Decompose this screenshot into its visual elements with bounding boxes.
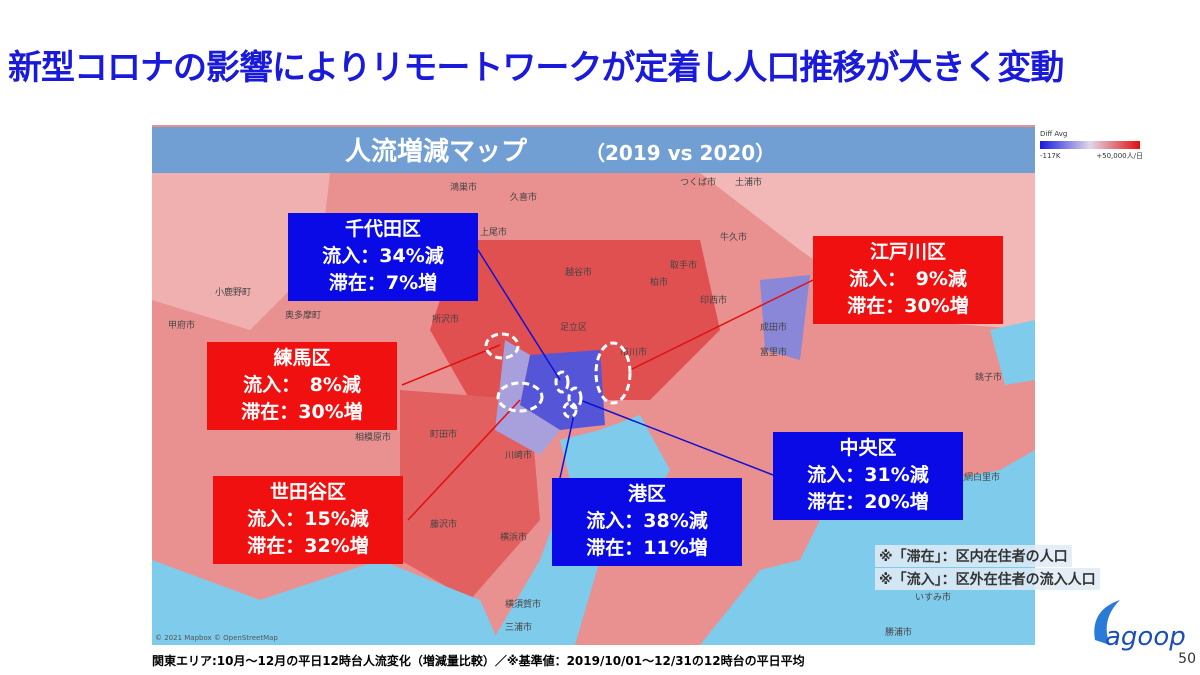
ward-box: 世田谷区流入：15%減 滞在：32%増 [213,476,403,564]
ward-name: 世田谷区 [269,481,346,503]
map-title: 人流増減マップ [345,137,528,167]
ward-inflow: 流入： 8%減 [243,374,361,396]
place-label: 鴻巣市 [450,181,477,193]
leader-lines [401,279,814,521]
leader-line [407,399,521,521]
place-label: 横須賀市 [505,598,541,610]
place-label: 取手市 [670,259,697,271]
place-label: 川崎市 [505,449,532,461]
place-label: 土浦市 [735,176,762,188]
place-label: 三浦市 [505,621,532,633]
place-label: 富里市 [760,346,787,358]
ward-inflow: 流入：34%減 [322,245,444,267]
highlights [484,332,632,419]
ward-inflow: 流入：31%減 [807,464,929,486]
place-label: 相模原市 [355,431,391,443]
place-label: 市川市 [620,346,647,358]
leader-line [559,409,576,479]
highlight [594,341,632,405]
leader-line [401,344,501,386]
ward-stay: 滞在：30%増 [847,295,969,317]
highlight [554,370,570,394]
legend-gradient [1040,141,1140,149]
page-number: 50 [1178,651,1196,667]
note: ※「流入」：区外在住者の流入人口 [875,568,1100,590]
place-label: 上尾市 [480,226,507,238]
ward-box: 千代田区流入：34%減 滞在：7%増 [288,213,478,301]
place-label: 足立区 [560,321,587,333]
land-region [430,240,720,400]
footer: 関東エリア:10月～12月の平日12時台人流変化（増減量比較）／※基準値：201… [152,654,805,668]
ward-name: 千代田区 [344,218,421,240]
map-banner [152,127,1035,173]
sagami-bay [152,560,500,645]
place-label: つくば市 [680,176,716,188]
ward-stay: 滞在：7%増 [328,272,438,294]
logo-mark [1094,600,1120,645]
sea [990,320,1035,385]
ward-stay: 滞在：20%増 [807,491,929,513]
land-region [400,390,540,600]
ward-box: 港区流入：38%減 滞在：11%増 [552,478,742,566]
center-area [520,350,605,430]
place-label: 成田市 [760,321,787,333]
place-label: 所沢市 [432,313,459,325]
ward-name: 江戸川区 [869,241,946,263]
land-region [760,275,810,360]
place-label: 柏市 [650,276,668,288]
highlight [484,332,520,360]
center-area [495,340,560,455]
place-label: 久喜市 [510,191,537,203]
place-label: 印西市 [700,294,727,306]
slide-title: 新型コロナの影響によりリモートワークが定着し人口推移が大きく変動 [8,48,1064,88]
place-label: 越谷市 [565,266,592,278]
place-label: 牛久市 [720,231,747,243]
leader-lines [477,249,774,479]
ward-name: 港区 [627,483,666,505]
place-label: いすみ市 [915,591,951,603]
place-label: 小鹿野町 [215,286,251,298]
place-label: 大網白里市 [955,471,1000,483]
ward-stay: 滞在：32%増 [247,535,369,557]
logo: agoop [1105,622,1186,652]
legend-max: +50,000人/日 [1096,152,1143,160]
place-label: 銚子市 [975,371,1002,383]
ward-box: 江戸川区流入： 9%減 滞在：30%増 [813,236,1003,324]
land-region [152,173,330,330]
place-label: 甲府市 [168,319,195,331]
note: ※「滞在」：区内在住者の人口 [875,545,1072,567]
ward-box: 中央区流入：31%減 滞在：20%増 [773,432,963,520]
place-label: 藤沢市 [430,518,457,530]
legend-title: Diff Avg [1040,130,1067,138]
ward-inflow: 流入：38%減 [586,510,708,532]
copyright: © 2021 Mapbox © OpenStreetMap [155,634,278,642]
map-period: （2019 vs 2020） [585,141,775,165]
legend-min: -117K [1040,152,1061,160]
place-label: 奥多摩町 [285,309,321,321]
highlight [496,381,544,413]
place-label: 町田市 [430,428,457,440]
highlight [562,401,578,419]
place-label: 勝浦市 [885,626,912,638]
ward-box: 練馬区流入： 8%減 滞在：30%増 [207,342,397,430]
ward-stay: 滞在：11%増 [586,537,708,559]
ward-name: 練馬区 [273,347,331,369]
leader-line [629,279,814,371]
ward-name: 中央区 [839,437,897,459]
ward-inflow: 流入： 9%減 [849,268,967,290]
leader-line [477,249,561,381]
ward-inflow: 流入：15%減 [247,508,369,530]
place-label: 横浜市 [500,531,527,543]
ward-stay: 滞在：30%増 [241,401,363,423]
leader-line [579,399,774,476]
